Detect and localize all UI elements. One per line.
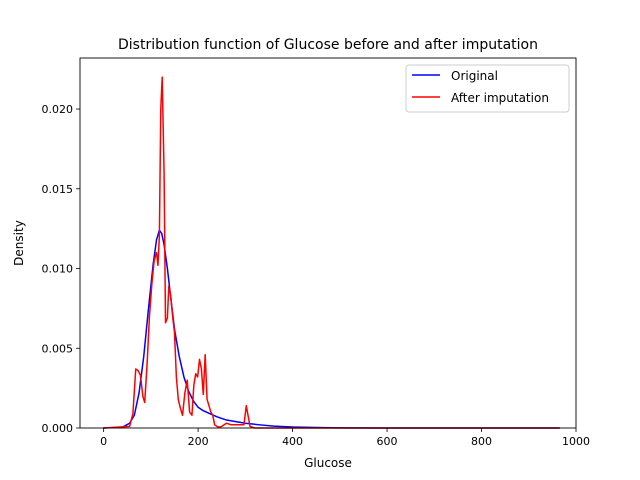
y-tick-label: 0.015 xyxy=(42,183,74,196)
x-axis-label: Glucose xyxy=(304,456,352,470)
legend-label-original: Original xyxy=(451,69,498,83)
series-line-after-imputation xyxy=(102,76,561,429)
y-tick-label: 0.005 xyxy=(42,342,74,355)
x-tick-label: 200 xyxy=(188,435,209,448)
series-layer xyxy=(102,76,561,429)
legend: Original After imputation xyxy=(405,64,570,113)
legend-box xyxy=(405,64,570,113)
x-axis-ticks: 0 200 400 600 800 1000 xyxy=(100,428,590,448)
x-tick-label: 0 xyxy=(100,435,107,448)
plot-area xyxy=(80,58,576,428)
chart-title: Distribution function of Glucose before … xyxy=(118,37,538,53)
x-tick-label: 1000 xyxy=(562,435,590,448)
plot-frame xyxy=(79,57,577,429)
y-tick-label: 0.010 xyxy=(42,263,74,276)
y-axis-label: Density xyxy=(12,220,26,266)
x-tick-label: 800 xyxy=(471,435,492,448)
y-tick-label: 0.020 xyxy=(42,103,74,116)
y-tick-label: 0.000 xyxy=(42,422,74,435)
x-tick-label: 400 xyxy=(282,435,303,448)
y-axis-ticks: 0.000 0.005 0.010 0.015 0.020 xyxy=(42,103,80,435)
legend-label-after-imputation: After imputation xyxy=(451,91,549,105)
x-tick-label: 600 xyxy=(377,435,398,448)
